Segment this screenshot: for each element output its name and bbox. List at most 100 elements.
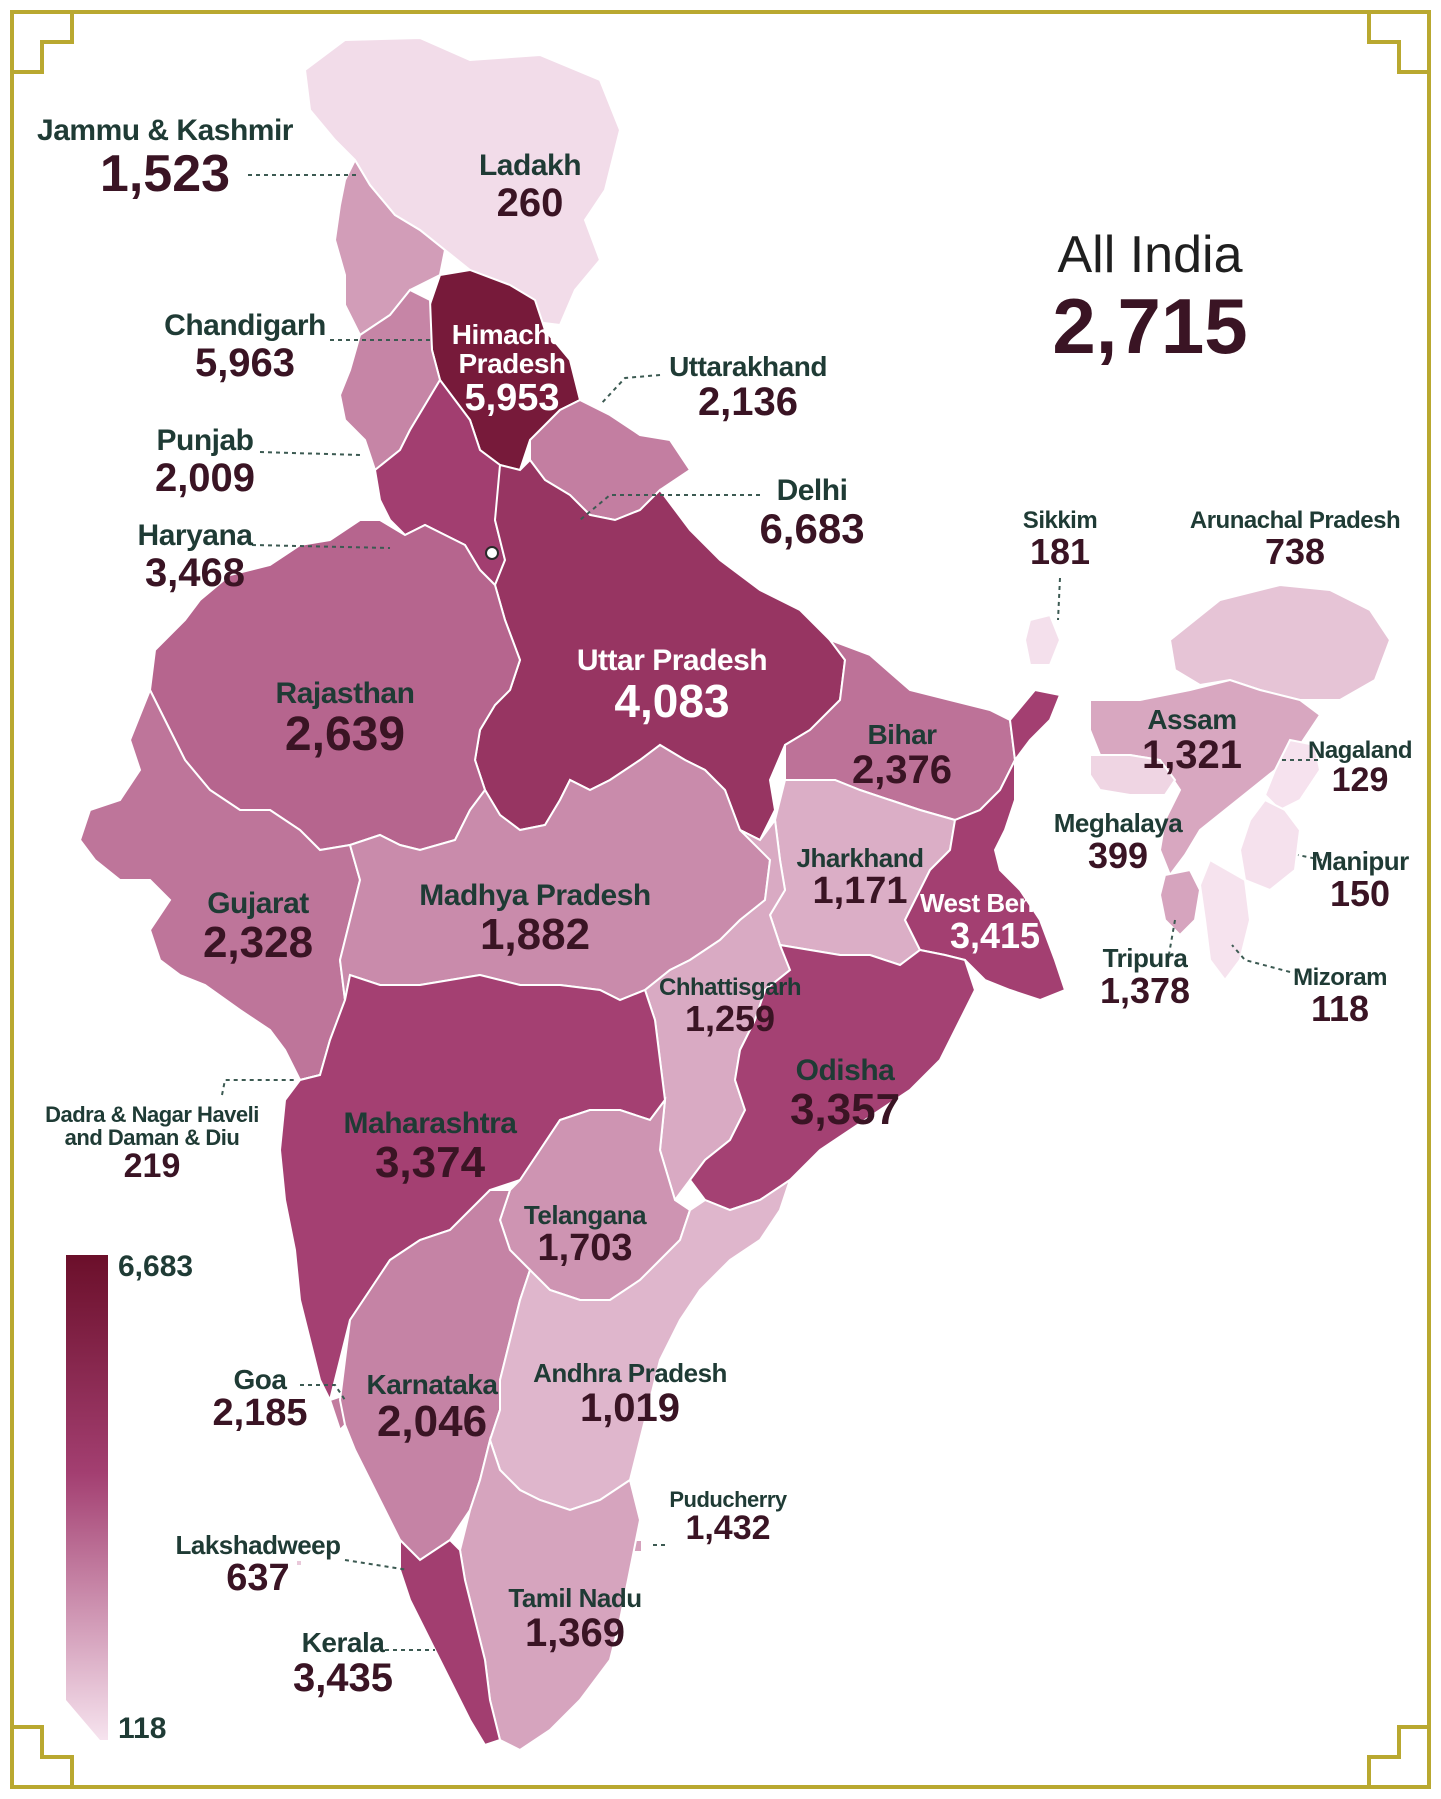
all-india-value: 2,715 <box>1052 282 1248 370</box>
all-india-summary: All India 2,715 <box>1052 225 1247 372</box>
region-name: Jammu & Kashmir <box>37 114 293 147</box>
region-shapes <box>78 36 1392 1752</box>
region-manipur <box>1238 798 1302 892</box>
region-name: Jharkhand <box>796 843 925 873</box>
region-name: Tamil Nadu <box>508 1583 642 1613</box>
region-name: Chandigarh <box>164 309 326 342</box>
label-odisha: Odisha 3,357 <box>790 1055 900 1133</box>
region-value: 2,046 <box>376 1397 488 1447</box>
region-value: 260 <box>496 180 564 225</box>
label-goa: Goa 2,185 <box>212 1365 307 1434</box>
leader-goa <box>300 1384 346 1401</box>
region-value: 2,009 <box>154 455 256 500</box>
label-mp: Madhya Pradesh 1,882 <box>419 879 651 958</box>
leader-lines <box>221 174 1323 1651</box>
region-name: Mizoram <box>1293 964 1387 991</box>
region-value: 129 <box>1331 761 1389 800</box>
label-arunachal: Arunachal Pradesh 738 <box>1190 508 1401 573</box>
label-haryana: Haryana 3,468 <box>138 520 253 594</box>
region-value: 5,953 <box>464 376 560 419</box>
leader-tripura <box>1167 919 1176 961</box>
region-value: 3,415 <box>949 915 1041 957</box>
label-hp: Himachal Pradesh 5,953 <box>447 320 577 419</box>
region-maharashtra <box>278 973 667 1403</box>
label-rajasthan: Rajasthan 2,639 <box>276 678 415 760</box>
label-lakshadweep: Lakshadweep 637 <box>175 1531 341 1599</box>
region-value: 150 <box>1329 873 1391 915</box>
region-name: Uttar Pradesh <box>576 644 768 677</box>
region-value: 2,376 <box>851 748 953 793</box>
frame-corner-ornament <box>12 1725 74 1787</box>
region-name: Ladakh <box>478 149 582 182</box>
label-telangana: Telangana 1,703 <box>524 1201 647 1270</box>
region-value: 118 <box>1310 988 1370 1030</box>
region-name: West Bengal <box>919 888 1071 918</box>
region-value: 1,259 <box>684 998 776 1040</box>
delhi-marker <box>485 546 499 560</box>
region-name: Odisha <box>795 1054 895 1087</box>
label-dnhdd: Dadra & Nagar Haveli and Daman & Diu 219 <box>37 1103 267 1185</box>
frame-corner-ornament <box>1367 1725 1429 1787</box>
label-jharkhand: Jharkhand 1,171 <box>796 843 925 913</box>
region-ladakh <box>303 36 622 327</box>
region-name: Punjab <box>156 424 254 457</box>
region-gujarat <box>78 687 362 1082</box>
region-value: 738 <box>1264 531 1326 573</box>
region-name: Meghalaya <box>1053 808 1183 838</box>
color-scale <box>66 1255 108 1740</box>
region-name: Bihar <box>867 719 937 750</box>
leader-uk <box>599 374 661 406</box>
region-value: 1,171 <box>812 870 908 913</box>
scale-max-label: 6,683 <box>118 1250 194 1283</box>
region-value: 1,369 <box>524 1611 626 1656</box>
label-meghalaya: Meghalaya 399 <box>1053 808 1183 877</box>
region-name: Delhi <box>776 474 848 507</box>
frame-border <box>10 10 1431 1789</box>
region-name: Madhya Pradesh <box>419 879 651 912</box>
region-value: 2,136 <box>697 380 799 425</box>
region-value: 1,703 <box>537 1227 633 1270</box>
region-value: 3,374 <box>374 1137 486 1187</box>
decorative-frame <box>10 10 1431 1789</box>
region-value: 399 <box>1087 835 1149 877</box>
leader-mizoram <box>1231 944 1291 973</box>
label-wb: West Bengal 3,415 <box>919 888 1071 957</box>
region-value: 6,683 <box>759 504 865 552</box>
leader-lakshadweep <box>344 1559 409 1571</box>
region-value: 3,357 <box>789 1084 901 1134</box>
label-ladakh: Ladakh 260 <box>478 149 582 225</box>
region-value: 4,083 <box>614 674 730 727</box>
label-karnataka: Karnataka 2,046 <box>367 1370 498 1446</box>
region-value: 1,019 <box>579 1386 681 1431</box>
region-tripura <box>1158 868 1202 937</box>
region-name: Himachal Pradesh <box>451 319 573 380</box>
all-india-label: All India <box>1057 226 1243 284</box>
label-assam: Assam 1,321 <box>1142 704 1242 777</box>
region-name: Puducherry <box>669 1487 787 1512</box>
label-puducherry: Puducherry 1,432 <box>669 1487 787 1548</box>
label-bihar: Bihar 2,376 <box>851 719 953 793</box>
region-name: Nagaland <box>1307 737 1413 764</box>
leader-punjab <box>259 451 361 456</box>
leader-sikkim <box>1057 577 1061 621</box>
frame-corner-ornament <box>1367 12 1429 74</box>
region-value: 1,523 <box>99 144 231 203</box>
label-up: Uttar Pradesh 4,083 <box>576 644 768 727</box>
label-punjab: Punjab 2,009 <box>155 425 255 499</box>
region-value: 1,378 <box>1099 970 1191 1012</box>
region-value: 5,963 <box>194 340 296 385</box>
region-name: Tripura <box>1102 943 1188 973</box>
region-name: Sikkim <box>1022 507 1098 534</box>
region-name: Manipur <box>1311 846 1409 876</box>
region-value: 219 <box>123 1147 181 1186</box>
label-sikkim: Sikkim 181 <box>1022 507 1098 571</box>
label-tripura: Tripura 1,378 <box>1099 943 1191 1012</box>
label-mizoram: Mizoram 118 <box>1293 965 1387 1028</box>
leader-delhi <box>579 494 760 521</box>
scale-min-label: 118 <box>118 1712 167 1745</box>
region-value: 1,432 <box>685 1509 771 1548</box>
region-name: Assam <box>1147 704 1237 735</box>
region-name: Chhattisgarh <box>658 974 802 1001</box>
